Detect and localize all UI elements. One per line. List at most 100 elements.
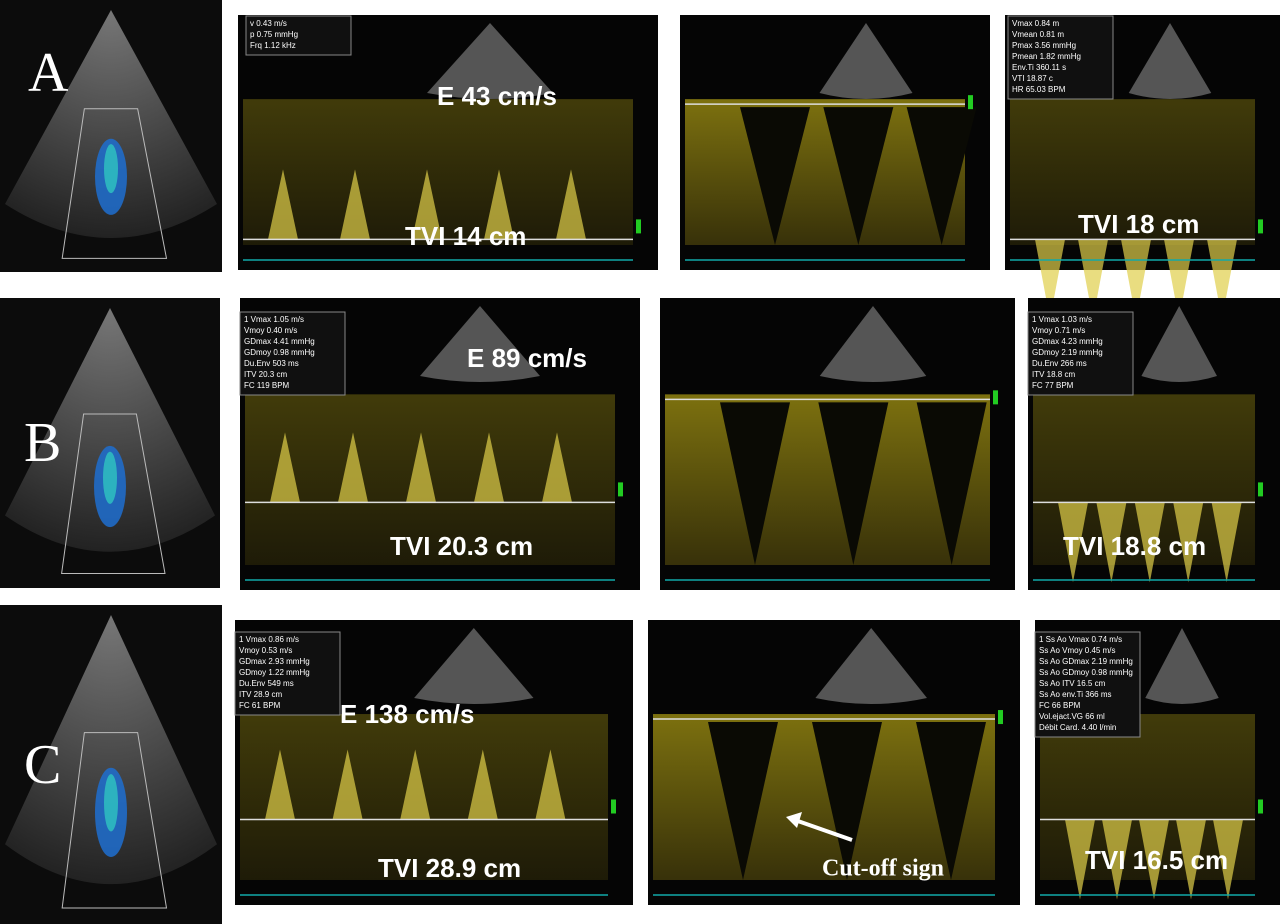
doppler-peak <box>1134 502 1165 583</box>
measurement: Ss Ao GDmoy 0.98 mmHg <box>1039 668 1133 677</box>
arrow-head <box>786 812 802 828</box>
inset-sector <box>819 23 913 99</box>
doppler-peak <box>556 169 586 240</box>
measurement-box <box>1027 311 1134 396</box>
measurement: Pmax 3.56 mmHg <box>1012 41 1076 50</box>
measurement-box <box>1034 631 1141 738</box>
scale-marker <box>611 799 616 814</box>
doppler-gap <box>823 107 894 246</box>
inset-sector <box>1145 628 1219 704</box>
doppler-peak <box>1139 819 1169 900</box>
doppler-peak <box>270 432 300 503</box>
measurement: Débit Card. 4.40 l/min <box>1039 723 1116 732</box>
tvi-label: TVI 28.9 cm <box>378 853 521 883</box>
doppler-gap <box>740 107 810 246</box>
measurement: Ss Ao env.Ti 366 ms <box>1039 690 1111 699</box>
doppler-peak <box>1211 502 1242 583</box>
measurement-box <box>239 311 346 396</box>
scale-marker <box>998 710 1003 725</box>
doppler-peak <box>412 169 442 240</box>
measurement: Vmean 0.81 m <box>1012 30 1064 39</box>
measurement: 1 Ss Ao Vmax 0.74 m/s <box>1039 635 1122 644</box>
doppler-peak <box>467 749 498 820</box>
color-flow <box>104 774 118 832</box>
scale-marker <box>968 95 973 110</box>
doppler-gap <box>916 402 987 565</box>
measurement: GDmax 4.23 mmHg <box>1032 337 1103 346</box>
measurement: HR 65.03 BPM <box>1012 85 1066 94</box>
doppler-peak <box>406 432 436 503</box>
measurement: GDmax 4.41 mmHg <box>244 337 315 346</box>
doppler-peak <box>268 169 298 240</box>
measurement: Vmax 0.84 m <box>1012 19 1059 28</box>
echo-sector <box>5 615 217 885</box>
measurement: GDmoy 2.19 mmHg <box>1032 348 1103 357</box>
doppler-peak <box>332 749 363 820</box>
scale-marker <box>1258 799 1263 814</box>
measurement: FC 77 BPM <box>1032 381 1074 390</box>
measurement: ITV 28.9 cm <box>239 690 282 699</box>
measurement: GDmoy 0.98 mmHg <box>244 348 315 357</box>
doppler-peak <box>340 169 370 240</box>
doppler-peak <box>1065 819 1095 900</box>
inset-sector <box>420 306 540 382</box>
doppler-peak <box>400 749 431 820</box>
velocity-label: E 43 cm/s <box>437 81 557 111</box>
measurement: Frq 1.12 kHz <box>250 41 296 50</box>
doppler-peak <box>484 169 514 240</box>
measurement-box <box>245 15 352 56</box>
doppler-trace <box>1010 99 1255 246</box>
tvi-label: TVI 16.5 cm <box>1085 845 1228 875</box>
measurement: v 0.43 m/s <box>250 19 287 28</box>
echo-sector <box>5 308 215 552</box>
doppler-gap <box>720 402 790 565</box>
measurement-box <box>234 631 341 716</box>
color-box <box>61 108 168 259</box>
velocity-label: E 138 cm/s <box>340 699 474 729</box>
measurement: Vmoy 0.71 m/s <box>1032 326 1085 335</box>
row-label: A <box>28 42 69 104</box>
velocity-label: E 89 cm/s <box>467 343 587 373</box>
measurement: ITV 18.8 cm <box>1032 370 1075 379</box>
measurement: Vmoy 0.40 m/s <box>244 326 297 335</box>
doppler-peak <box>338 432 368 503</box>
measurement: GDmax 2.93 mmHg <box>239 657 310 666</box>
measurement: VTI 18.87 c <box>1012 74 1053 83</box>
measurement: Du.Env 503 ms <box>244 359 299 368</box>
doppler-peak <box>1102 819 1132 900</box>
inset-sector <box>414 628 534 704</box>
scale-marker <box>993 390 998 405</box>
doppler-gap <box>818 402 889 565</box>
row-label: B <box>24 412 61 474</box>
echo-sector <box>5 10 217 238</box>
measurement: Pmean 1.82 mmHg <box>1012 52 1081 61</box>
measurement-box <box>1007 15 1114 100</box>
measurement: Du.Env 549 ms <box>239 679 294 688</box>
doppler-peak <box>1176 819 1206 900</box>
inset-sector <box>1141 306 1217 382</box>
tvi-label: TVI 14 cm <box>405 221 526 251</box>
inset-sector <box>819 306 927 382</box>
measurement: ITV 20.3 cm <box>244 370 287 379</box>
measurement: 1 Vmax 1.03 m/s <box>1032 315 1092 324</box>
doppler-peak <box>542 432 572 503</box>
doppler-gap <box>906 107 977 246</box>
tvi-label: TVI 18.8 cm <box>1063 531 1206 561</box>
measurement: GDmoy 1.22 mmHg <box>239 668 310 677</box>
measurement: FC 61 BPM <box>239 701 281 710</box>
inset-sector <box>427 23 553 99</box>
doppler-peak <box>474 432 504 503</box>
scale-marker <box>1258 219 1263 234</box>
doppler-peak <box>1173 502 1204 583</box>
doppler-peak <box>1096 502 1127 583</box>
scale-marker <box>636 219 641 234</box>
measurement: Env.Ti 360.11 s <box>1012 63 1066 72</box>
tvi-label: TVI 18 cm <box>1078 209 1199 239</box>
measurement: FC 119 BPM <box>244 381 290 390</box>
color-flow <box>103 451 117 504</box>
measurement: Du.Env 266 ms <box>1032 359 1087 368</box>
doppler-gap <box>812 722 882 880</box>
doppler-gap <box>708 722 778 880</box>
annotation: Cut-off sign <box>822 856 944 882</box>
